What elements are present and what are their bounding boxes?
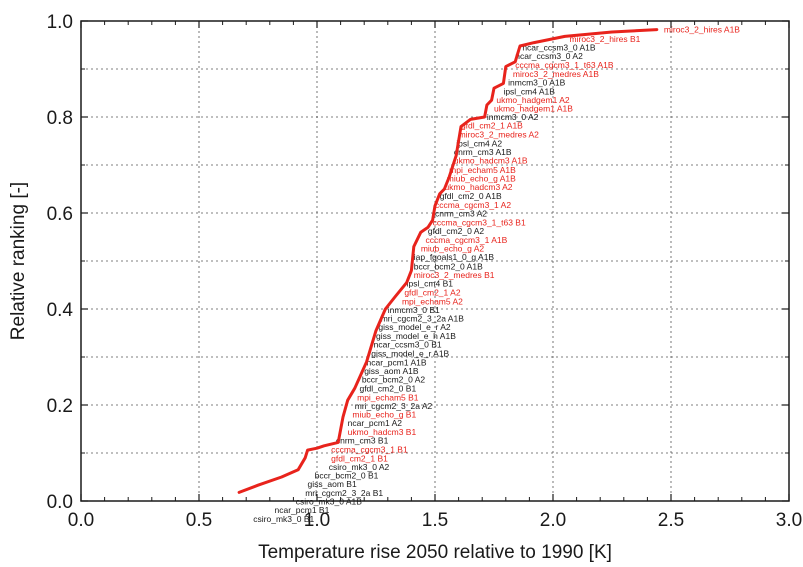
run-label: ukmo_hadgem1 A1B (494, 103, 573, 113)
run-label: ncar_ccsm3_0 A2 (515, 51, 583, 61)
run-label: ukmo_hadcm3 A1B (454, 156, 528, 166)
run-label: mpi_echam5 B1 (357, 392, 419, 402)
y-axis-title: Relative ranking [-] (8, 182, 29, 340)
run-label: giss_model_e_r A2 (378, 322, 451, 332)
run-label: giss_model_e_r A1B (371, 349, 449, 359)
run-label: miroc3_2_medres A2 (459, 129, 540, 139)
run-label: mri_cgcm2_3_2a A1B (381, 314, 464, 324)
run-label: ipsl_cm4 A1B (503, 87, 555, 97)
run-label: iap_fgoals1_0_g A1B (414, 252, 495, 262)
run-label: bccr_bcm2_0 A1B (414, 261, 483, 271)
run-label: ukmo_hadgem1 A2 (496, 95, 570, 105)
run-label: csiro_mk3_0 A2 (329, 462, 390, 472)
run-label: miroc3_2_medres A1B (513, 69, 599, 79)
run-label: gfdl_cm2_1 A2 (404, 288, 461, 298)
run-label: inmcm3_0 A1B (508, 77, 565, 87)
run-label: mri_cgcm2_3_2a A2 (355, 401, 433, 411)
run-label: inmcm3_0 A2 (487, 112, 539, 122)
run-label: gfdl_cm2_1 A1B (461, 121, 523, 131)
run-label: ukmo_hadcm3 B1 (348, 427, 417, 437)
run-label: cccma_cgcm3_1 A1B (426, 235, 508, 245)
x-tick-label: 2.5 (658, 510, 684, 531)
run-label: gfdl_cm2_0 A2 (428, 226, 485, 236)
x-tick-label: 0.5 (186, 510, 212, 531)
run-label: bccr_bcm2_0 A2 (362, 375, 426, 385)
run-label: miroc3_2_medres B1 (414, 270, 495, 280)
run-label: ukmo_hadcm3 A2 (444, 182, 512, 192)
run-label: ncar_ccsm3_0 A1B (522, 42, 596, 52)
x-tick-label: 1.5 (422, 510, 448, 531)
run-label: csiro_mk3_0 A1B (296, 496, 362, 506)
run-label: cccma_cgcm3_1 B1 (331, 445, 408, 455)
run-label: gfdl_cm2_1 B1 (331, 453, 388, 463)
x-tick-label: 1.0 (304, 510, 330, 531)
run-label: gfdl_cm2_0 A1B (440, 191, 502, 201)
run-label: miub_echo_g A2 (421, 244, 485, 254)
run-label: giss_aom A1B (364, 366, 419, 376)
run-label: inmcm3_0 B1 (388, 305, 440, 315)
run-label: miroc3_2_hires B1 (570, 34, 641, 44)
run-label: cnrm_cm3 A2 (435, 208, 487, 218)
run-label: ncar_pcm1 B1 (275, 505, 330, 515)
run-label: cnrm_cm3 A1B (454, 147, 512, 157)
run-label: mpi_echam5 A2 (402, 296, 463, 306)
y-tick-label: 0.6 (47, 204, 73, 225)
run-label: cccma_cgcm3_1_t63 B1 (433, 218, 526, 228)
run-label: ncar_ccsm3_0 B1 (374, 340, 442, 350)
run-label: cccma_cgcm3_1 A2 (435, 200, 511, 210)
y-tick-label: 0.4 (47, 300, 74, 321)
x-tick-label: 3.0 (776, 510, 802, 531)
run-label: ipsl_cm4 B1 (407, 279, 454, 289)
run-label: miub_echo_g B1 (352, 410, 416, 420)
x-tick-label: 2.0 (540, 510, 566, 531)
run-label: miroc3_2_hires A1B (664, 25, 740, 35)
run-label: giss_aom B1 (308, 479, 357, 489)
series-line (237, 28, 659, 494)
run-label: cnrm_cm3 B1 (336, 436, 389, 446)
y-tick-label: 0.2 (47, 396, 73, 417)
axis-ticks: 0.0 0.5 1.0 1.5 2.0 2.5 3.0 0.0 0.2 0.4 0.6 0.8 1.0 (47, 12, 803, 531)
run-label: giss_model_e_h A1B (376, 331, 456, 341)
run-label: mpi_echam5 A1B (449, 165, 516, 175)
run-label: ipsl_cm4 A2 (456, 138, 502, 148)
run-label: ncar_pcm1 A2 (348, 418, 403, 428)
run-label: gfdl_cm2_0 B1 (359, 384, 416, 394)
run-label: mri_cgcm2_3_2a B1 (305, 488, 383, 498)
run-label: cccma_cgcm3_1_t63 A1B (515, 60, 614, 70)
grid-lines (81, 21, 789, 501)
x-tick-label: 0.0 (68, 510, 94, 531)
y-tick-label: 0.8 (47, 108, 73, 129)
run-label: miub_echo_g A1B (447, 173, 516, 183)
run-label: ncar_pcm1 A1B (367, 357, 427, 367)
run-label: csiro_mk3_0 B1 (253, 514, 314, 524)
run-label: bccr_bcm2_0 B1 (315, 471, 379, 481)
y-tick-label: 1.0 (47, 12, 73, 33)
x-axis-title: Temperature rise 2050 relative to 1990 [… (258, 542, 612, 563)
y-tick-label: 0.0 (47, 492, 73, 513)
